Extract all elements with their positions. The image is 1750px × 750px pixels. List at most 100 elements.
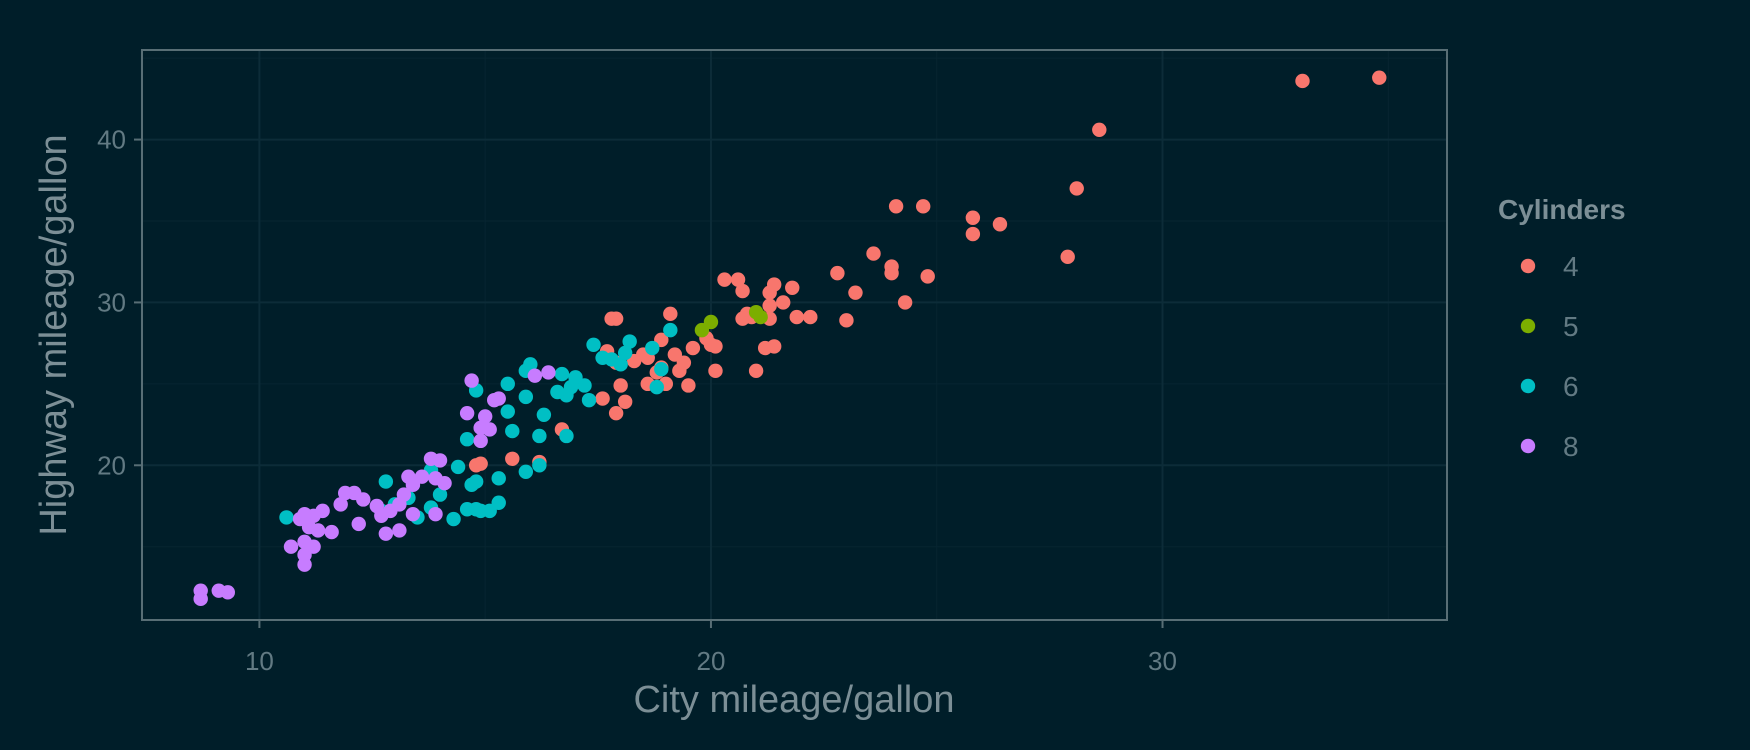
scatter-point-4 xyxy=(1069,181,1084,196)
scatter-point-8 xyxy=(428,506,443,522)
scatter-point-6 xyxy=(586,337,601,352)
scatter-point-8 xyxy=(477,409,493,424)
scatter-point-4 xyxy=(604,311,619,326)
scatter-point-4 xyxy=(595,391,610,406)
scatter-point-6 xyxy=(536,407,552,422)
legend-key-8 xyxy=(1520,438,1536,454)
legend-items: 4 5 6 8 xyxy=(1520,251,1579,462)
scatter-point-4 xyxy=(830,265,845,281)
scatter-point-4 xyxy=(866,246,881,261)
y-tick-label: 40 xyxy=(97,125,126,155)
scatter-point-8 xyxy=(464,373,479,388)
scatter-point-8 xyxy=(297,557,312,572)
scatter-point-4 xyxy=(762,298,777,313)
scatter-point-4 xyxy=(920,269,935,284)
scatter-point-8 xyxy=(306,539,321,554)
scatter-point-8 xyxy=(482,422,497,437)
scatter-point-4 xyxy=(667,347,683,362)
scatter-point-4 xyxy=(762,285,777,300)
scatter-point-4 xyxy=(735,283,750,299)
scatter-point-6 xyxy=(559,428,574,444)
legend-title: Cylinders xyxy=(1498,194,1626,225)
x-axis-ticks: 10 20 30 xyxy=(245,620,1177,676)
scatter-point-4 xyxy=(735,311,750,326)
x-tick-label: 30 xyxy=(1148,646,1177,676)
scatter-point-8 xyxy=(423,451,439,466)
scatter-point-8 xyxy=(473,433,488,449)
scatter-point-4 xyxy=(1295,73,1310,89)
legend-key-4 xyxy=(1520,258,1536,274)
scatter-point-4 xyxy=(757,340,773,356)
scatter-point-6 xyxy=(468,502,484,517)
scatter-point-6 xyxy=(649,379,664,395)
scatter-point-4 xyxy=(468,458,484,473)
scatter-point-6 xyxy=(450,459,466,475)
scatter-point-4 xyxy=(681,378,696,393)
x-tick-label: 20 xyxy=(697,646,726,676)
scatter-point-4 xyxy=(992,217,1008,232)
y-axis-ticks: 20 30 40 xyxy=(97,125,142,480)
scatter-point-4 xyxy=(748,363,764,379)
scatter-point-4 xyxy=(803,309,818,325)
scatter-point-8 xyxy=(369,498,385,514)
legend-key-5 xyxy=(1520,318,1536,334)
scatter-point-4 xyxy=(608,405,624,421)
scatter-point-8 xyxy=(193,591,208,607)
scatter-point-6 xyxy=(446,511,461,527)
scatter-point-4 xyxy=(672,363,687,379)
scatter-point-4 xyxy=(789,309,804,325)
scatter-point-4 xyxy=(730,272,746,287)
scatter-point-4 xyxy=(708,363,723,379)
scatter-point-4 xyxy=(717,272,732,287)
scatter-point-8 xyxy=(211,583,226,598)
scatter-point-6 xyxy=(532,458,547,473)
scatter-point-6 xyxy=(518,389,534,405)
legend-label-4: 4 xyxy=(1563,251,1579,282)
scatter-point-6 xyxy=(500,404,515,419)
scatter-point-4 xyxy=(915,199,931,214)
scatter-point-6 xyxy=(482,503,497,519)
minor-gridlines xyxy=(142,50,1447,620)
scatter-point-4 xyxy=(776,295,791,310)
scatter-point-6 xyxy=(518,464,534,479)
x-axis-title: City mileage/gallon xyxy=(633,679,954,721)
scatter-point-6 xyxy=(464,477,479,493)
scatter-point-6 xyxy=(500,376,515,392)
scatter-point-4 xyxy=(1060,249,1075,265)
scatter-point-8 xyxy=(392,523,407,538)
scatter-point-6 xyxy=(663,322,678,338)
legend-label-8: 8 xyxy=(1563,431,1579,462)
scatter-point-6 xyxy=(622,334,637,349)
scatter-point-4 xyxy=(897,295,913,310)
legend: Cylinders 4 5 6 8 xyxy=(1498,194,1626,462)
scatter-point-8 xyxy=(527,368,543,383)
scatter-point-6 xyxy=(554,366,570,382)
scatter-point-6 xyxy=(491,471,506,486)
scatter-point-8 xyxy=(437,476,452,491)
scatter-point-6 xyxy=(532,428,547,444)
legend-label-5: 5 xyxy=(1563,311,1579,342)
scatter-point-6 xyxy=(378,474,394,489)
scatter-point-8 xyxy=(541,365,556,380)
scatter-point-5 xyxy=(694,322,710,338)
scatter-point-8 xyxy=(283,539,299,554)
scatter-point-8 xyxy=(378,526,394,541)
scatter-point-6 xyxy=(550,384,565,400)
x-tick-label: 10 xyxy=(245,646,274,676)
scatter-point-8 xyxy=(333,497,348,512)
scatter-point-4 xyxy=(1092,122,1107,137)
scatter-point-6 xyxy=(505,423,520,439)
scatter-point-6 xyxy=(581,392,597,408)
legend-key-6 xyxy=(1520,378,1536,394)
scatter-point-4 xyxy=(685,340,701,356)
scatter-point-6 xyxy=(617,345,633,361)
y-axis-title: Highway mileage/gallon xyxy=(33,134,75,535)
y-tick-label: 30 xyxy=(97,287,126,317)
scatter-point-4 xyxy=(888,199,904,214)
scatter-point-8 xyxy=(459,405,475,421)
y-tick-label: 20 xyxy=(97,450,126,480)
scatter-point-8 xyxy=(405,477,421,493)
scatter-point-4 xyxy=(848,285,863,300)
scatter-point-8 xyxy=(487,392,502,408)
